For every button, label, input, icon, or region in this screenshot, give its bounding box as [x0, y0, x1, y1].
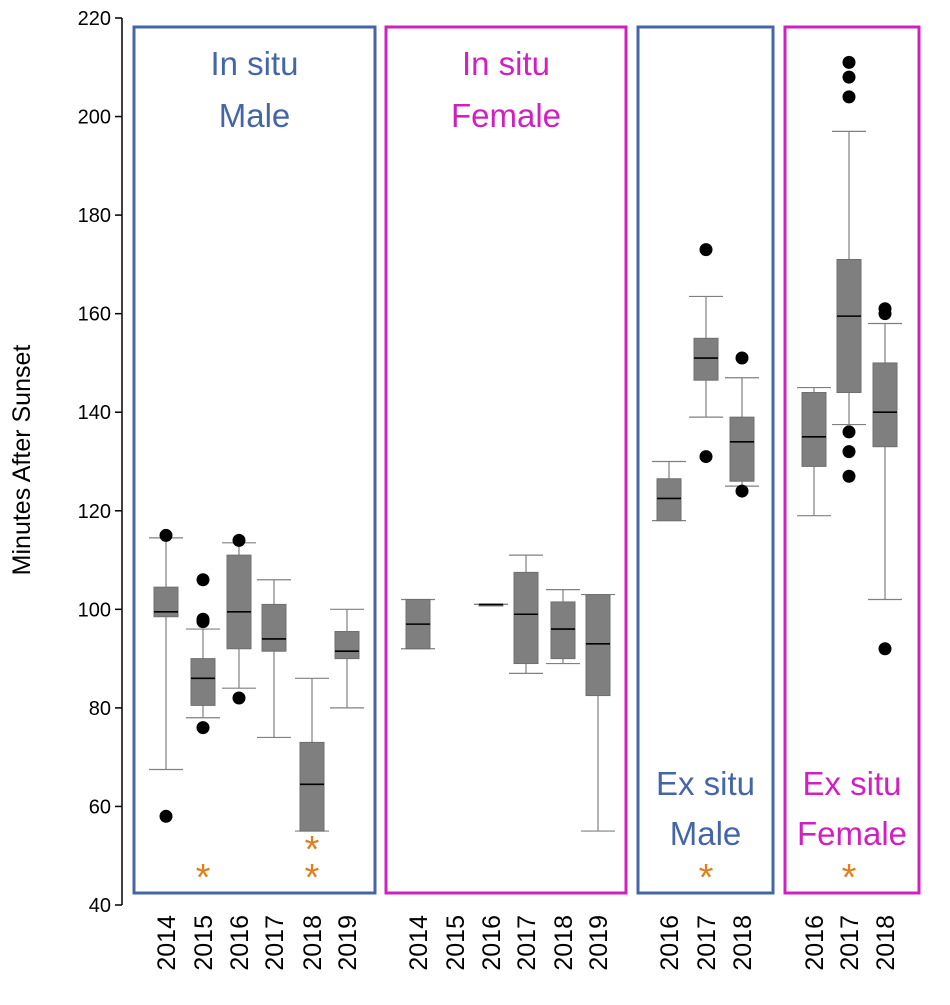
x-tick-labels: 2014 2015 2016 2017 2018 2019 2014 2015 2016 2017… [153, 915, 900, 971]
outlier-point [196, 721, 210, 735]
x-tick-label: 2016 [656, 915, 684, 971]
box-iqr [693, 337, 719, 381]
outlier-point [842, 55, 856, 69]
y-tick-label: 140 [78, 402, 111, 424]
y-tick-label: 40 [89, 895, 111, 917]
x-tick-label: 2017 [513, 915, 541, 971]
y-axis: 40 60 80 100 120 140 160 180 200 220 [78, 8, 123, 917]
group-label-line: Female [451, 97, 561, 134]
significance-star: * [196, 857, 211, 899]
group-panel-frame [636, 25, 775, 895]
significance-star: * [305, 829, 320, 871]
box-iqr [513, 571, 539, 665]
significance-star: * [305, 857, 320, 899]
outlier-point [735, 484, 749, 498]
x-tick-label: 2014 [153, 915, 181, 971]
x-tick-label: 2015 [190, 915, 218, 971]
y-tick-label: 160 [78, 304, 111, 326]
group-panel-frame [384, 25, 628, 895]
group-label-line: Ex situ [656, 765, 755, 802]
x-tick-label: 2015 [442, 915, 470, 971]
y-tick-label: 120 [78, 501, 111, 523]
group-label-line: In situ [210, 45, 298, 82]
outlier-point [842, 90, 856, 104]
group-panel-frame [783, 25, 921, 895]
y-tick-label: 80 [89, 698, 111, 720]
box-iqr [261, 603, 287, 652]
outlier-point [842, 469, 856, 483]
group-panels: In situ Male In situ Female Ex situ Male Ex si… [132, 25, 921, 895]
box-iqr [836, 258, 862, 394]
y-tick-label: 100 [78, 599, 111, 621]
outlier-point [196, 612, 210, 626]
x-tick-label: 2016 [226, 915, 254, 971]
x-tick-label: 2018 [872, 915, 900, 971]
outlier-point [196, 573, 210, 587]
y-tick-label: 220 [78, 8, 111, 30]
outlier-point [159, 528, 173, 542]
box-iqr [226, 554, 252, 650]
x-tick-label: 2017 [693, 915, 721, 971]
significance-star: * [699, 857, 714, 899]
outlier-point [159, 809, 173, 823]
x-tick-label: 2017 [261, 915, 289, 971]
group-label-line: Female [797, 815, 907, 852]
group-panel-frame [132, 25, 377, 895]
x-tick-label: 2019 [585, 915, 613, 971]
outlier-point [878, 302, 892, 316]
x-tick-label: 2018 [299, 915, 327, 971]
x-tick-label: 2016 [801, 915, 829, 971]
outlier-point [735, 351, 749, 365]
box-series: *** * * [149, 55, 902, 899]
box-iqr [656, 478, 682, 522]
y-axis-label: Minutes After Sunset [8, 345, 36, 576]
box-iqr [334, 631, 360, 660]
significance-star: * [842, 857, 857, 899]
outlier-point [232, 533, 246, 547]
group-label-line: In situ [462, 45, 550, 82]
y-tick-label: 200 [78, 107, 111, 129]
group-label-line: Male [670, 815, 742, 852]
x-tick-label: 2017 [836, 915, 864, 971]
box-iqr [585, 594, 611, 697]
x-tick-label: 2018 [729, 915, 757, 971]
x-tick-label: 2014 [405, 915, 433, 971]
box-iqr [729, 416, 755, 482]
y-tick-label: 180 [78, 205, 111, 227]
outlier-point [699, 243, 713, 257]
outlier-point [699, 450, 713, 464]
x-tick-label: 2018 [550, 915, 578, 971]
y-tick-label: 60 [89, 796, 111, 818]
outlier-point [842, 70, 856, 84]
outlier-point [232, 691, 246, 705]
group-label-line: Male [219, 97, 291, 134]
box-iqr [190, 658, 216, 706]
box-iqr [299, 741, 325, 832]
group-label-line: Ex situ [802, 765, 901, 802]
x-tick-label: 2016 [478, 915, 506, 971]
outlier-point [842, 445, 856, 459]
box-iqr [801, 392, 827, 467]
box-iqr [872, 362, 898, 448]
outlier-point [878, 642, 892, 656]
box-iqr [550, 601, 576, 660]
outlier-point [842, 425, 856, 439]
x-tick-label: 2019 [334, 915, 362, 971]
